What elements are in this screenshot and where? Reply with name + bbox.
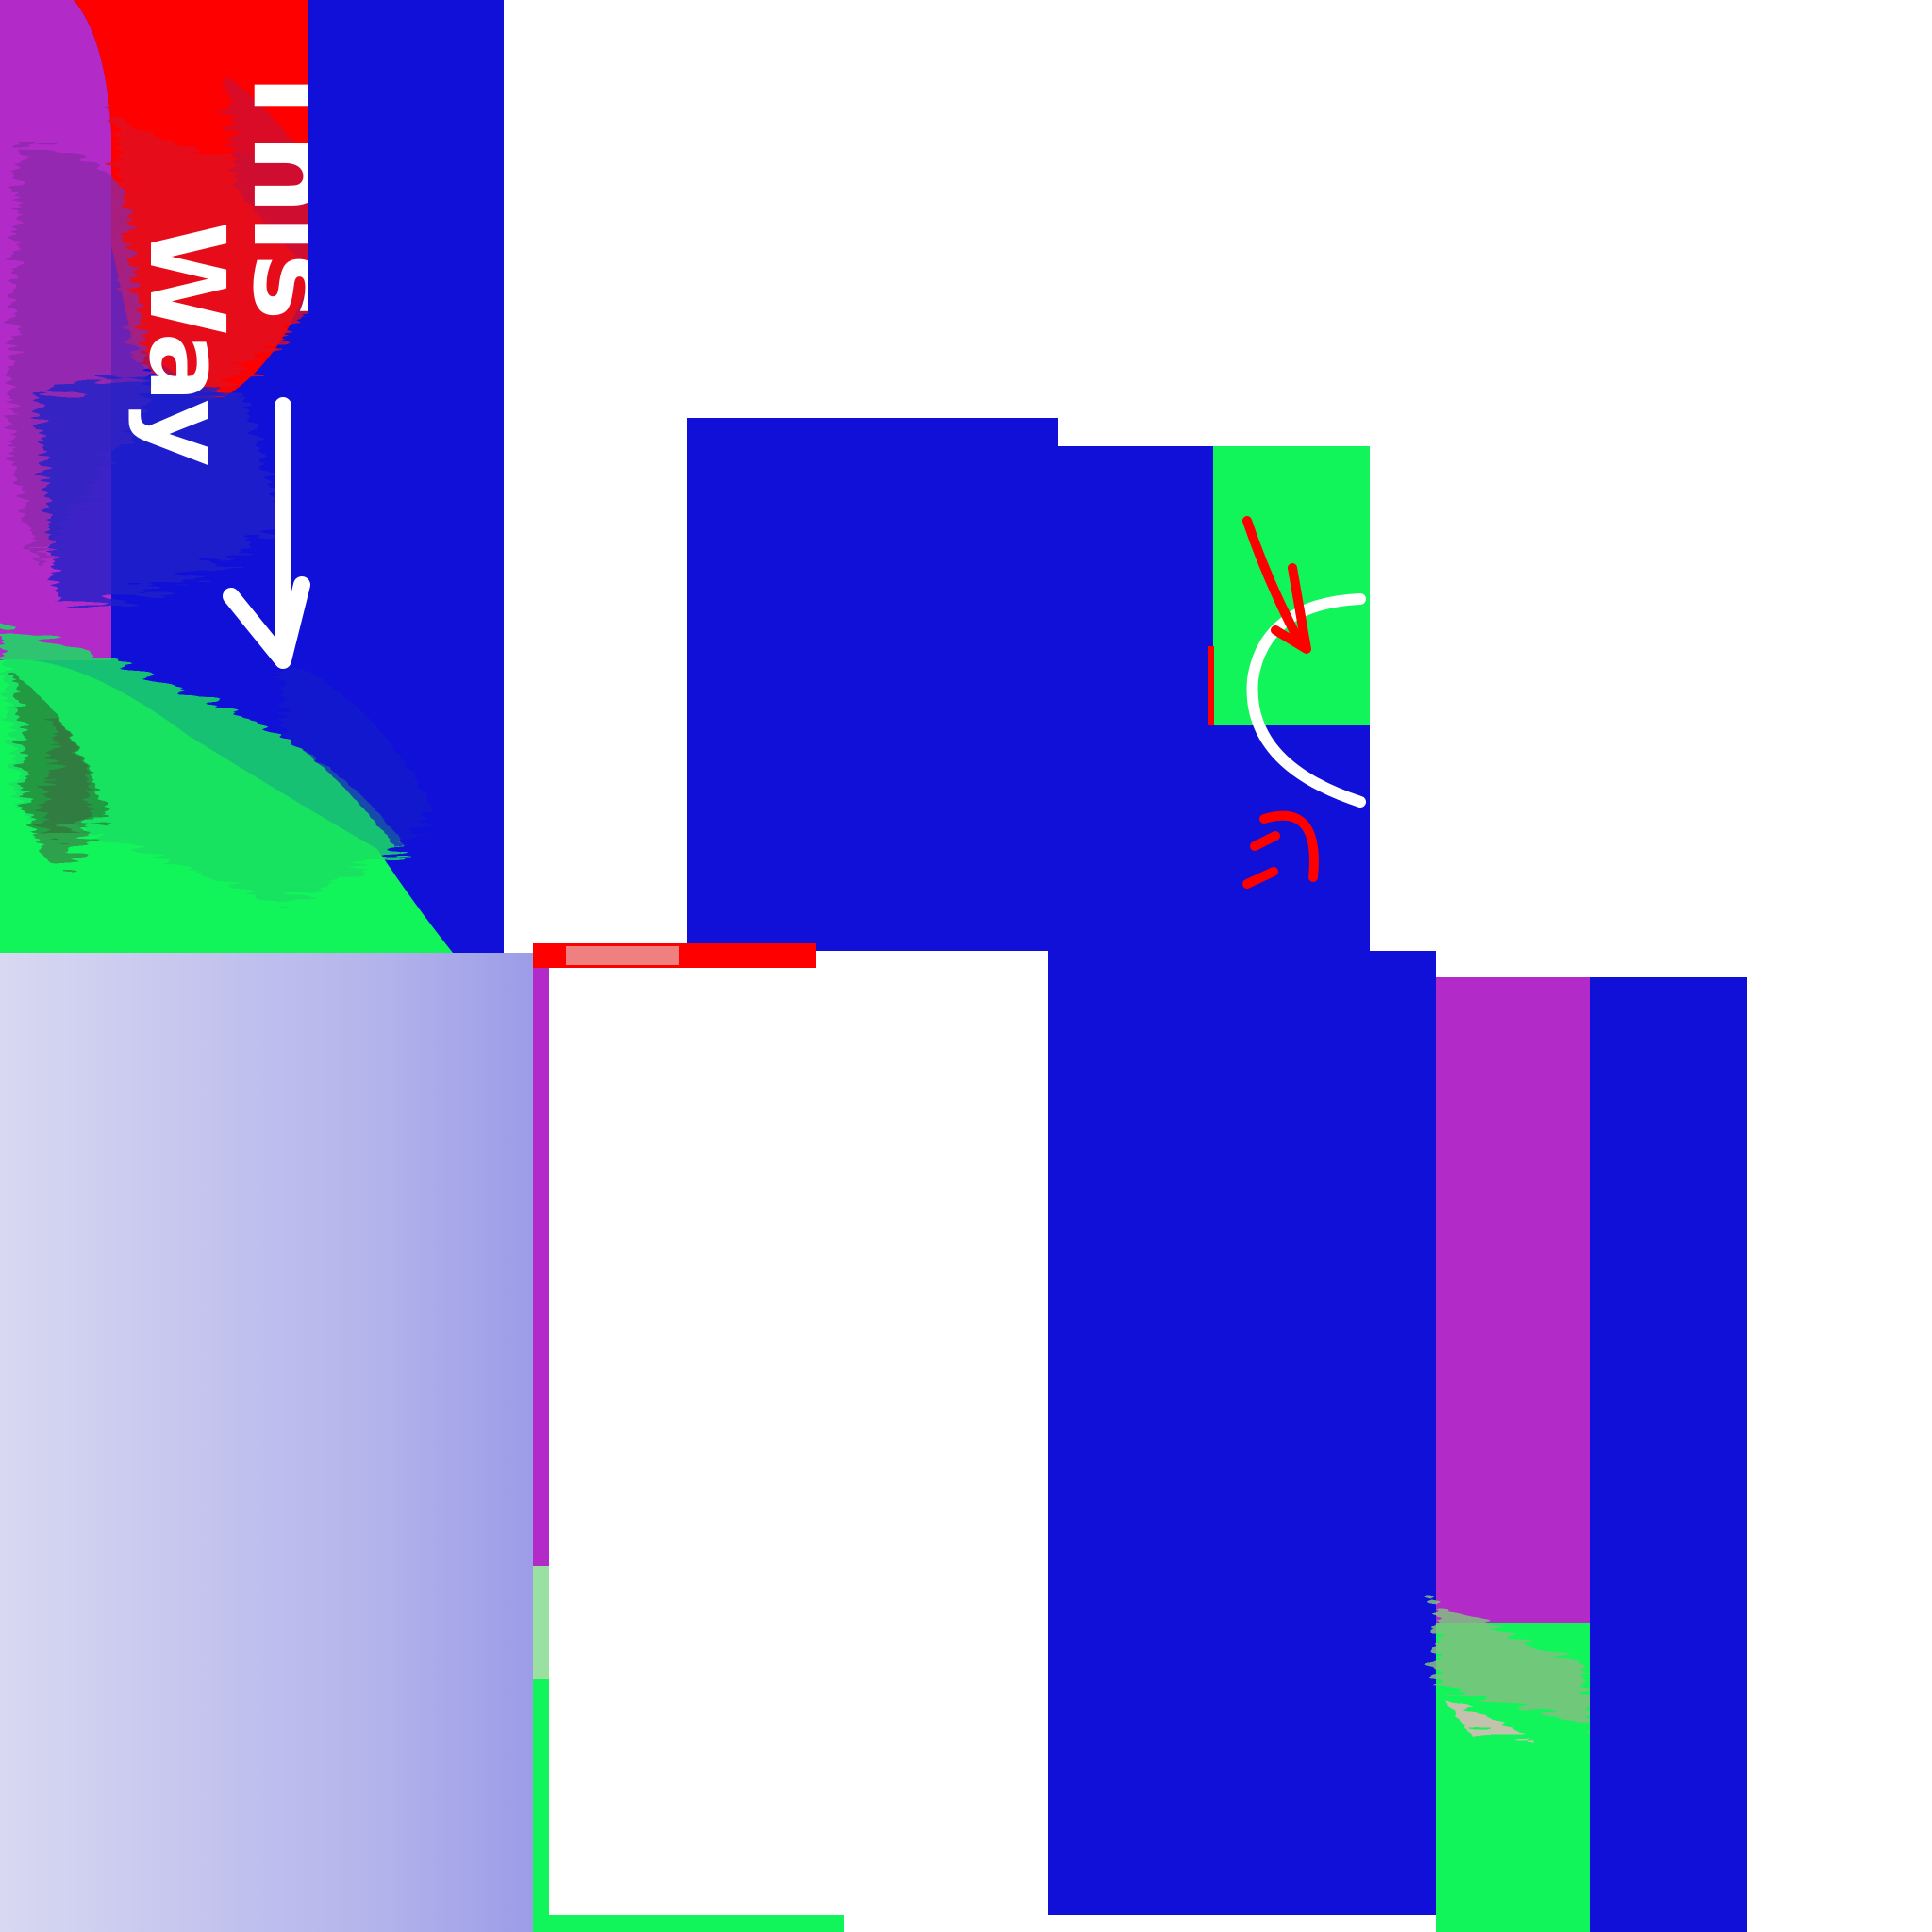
right-column	[1436, 977, 1590, 1932]
blue-column-center	[1048, 951, 1436, 1915]
blue-column-right	[1590, 977, 1747, 1932]
center-red-tick	[1208, 646, 1214, 725]
down-arrow-icon	[223, 397, 310, 669]
label-way: Way	[126, 222, 247, 467]
red-smile-icon	[1242, 810, 1319, 889]
blue-block-top	[308, 0, 504, 421]
white-curve-icon	[1246, 593, 1366, 808]
bottom-strip	[533, 943, 816, 1932]
lavender-gradient-block	[0, 953, 533, 1932]
white-panel	[549, 968, 1048, 1915]
green-brush-strokes	[0, 623, 434, 906]
this-way-label-2: Way	[126, 222, 247, 467]
white-panel-base-green	[533, 1915, 844, 1932]
purple-brush-strokes	[9, 149, 283, 604]
center-blue-left	[687, 418, 1058, 951]
panel-center	[687, 418, 1370, 951]
red-arrow-icon	[1242, 516, 1311, 654]
